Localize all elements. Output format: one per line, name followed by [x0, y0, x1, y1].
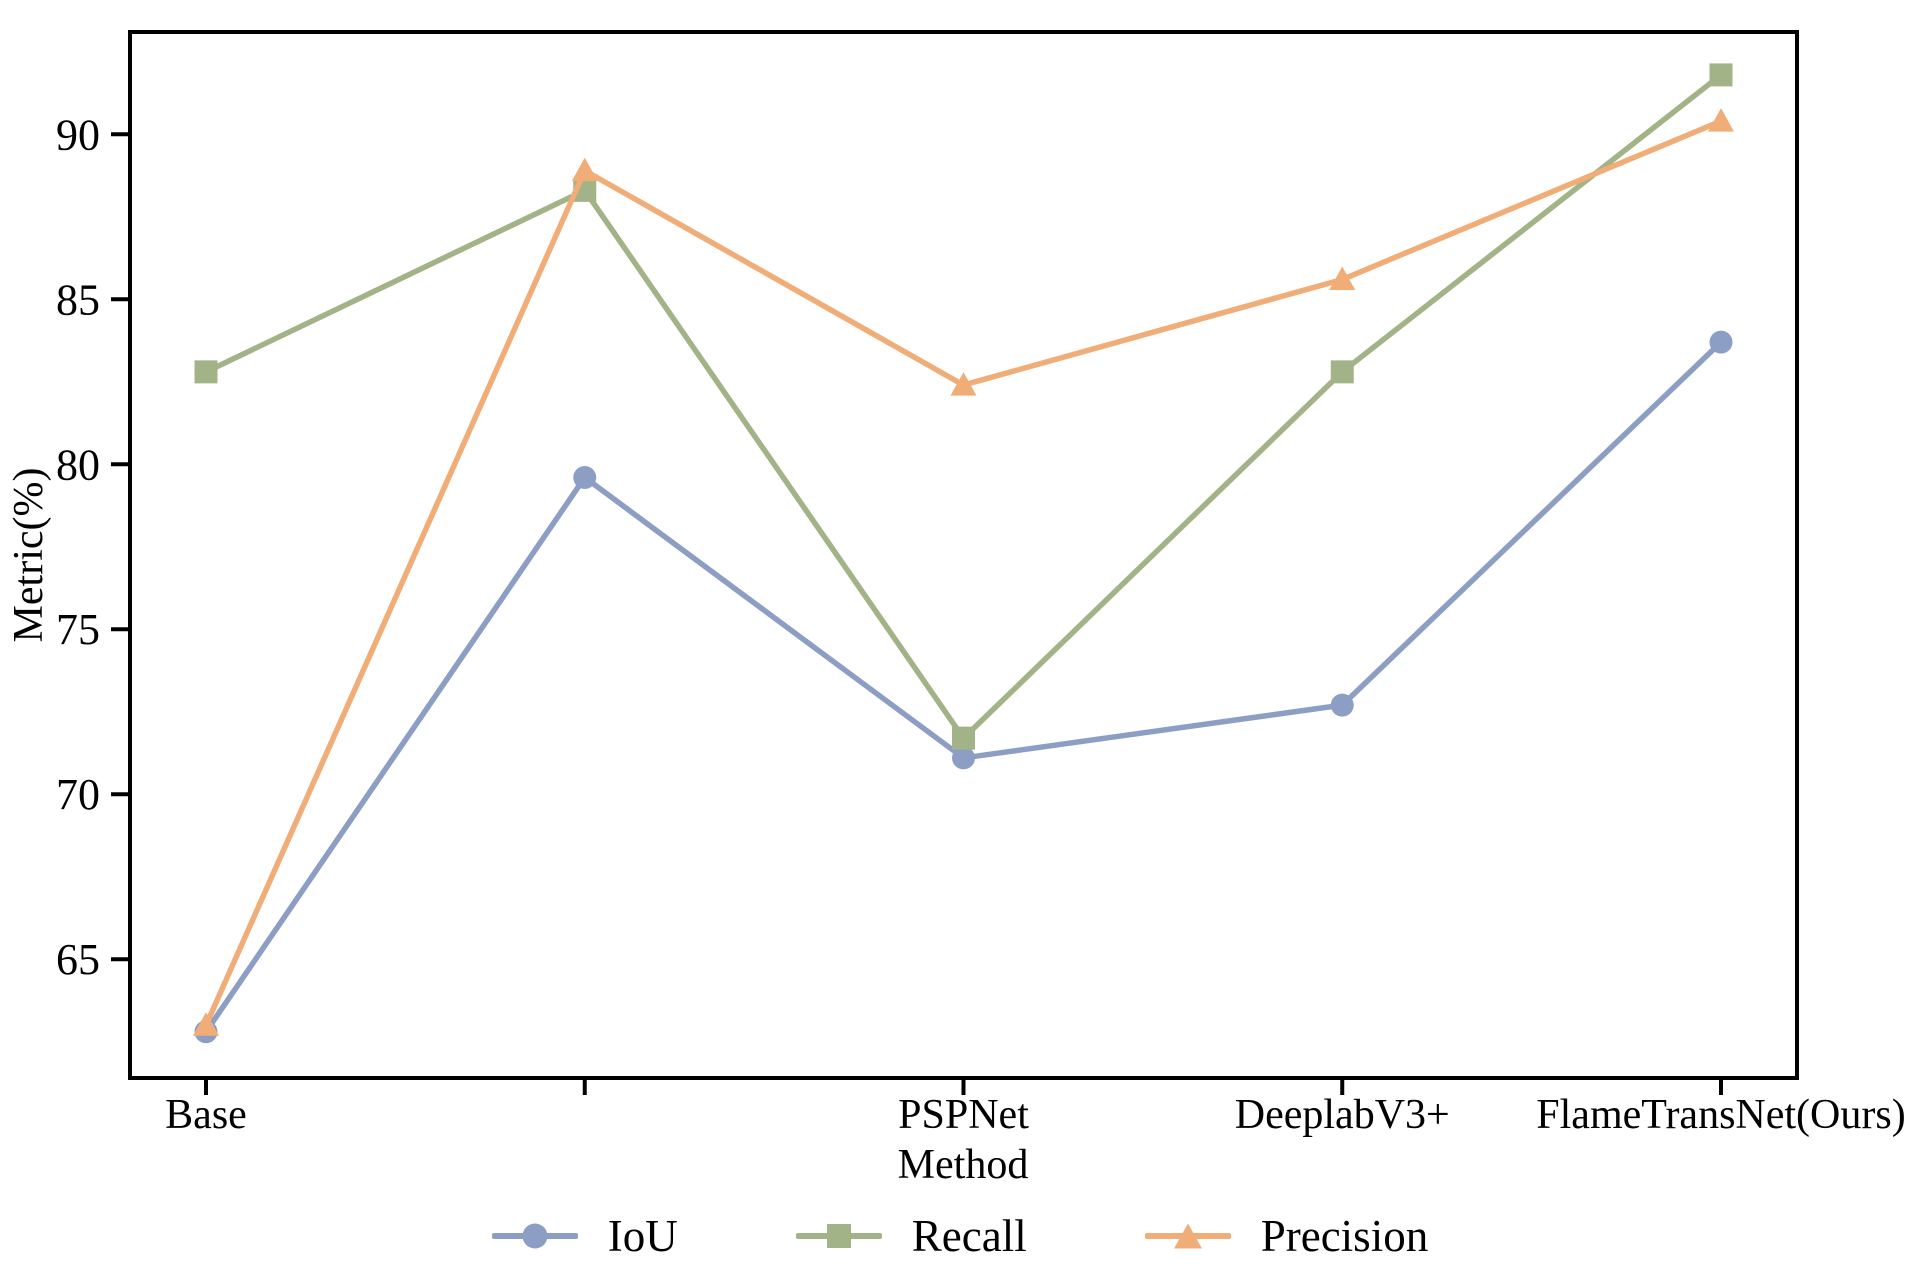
marker-square-recall [194, 360, 218, 384]
y-tick-label: 85 [56, 275, 100, 324]
plot-border [128, 30, 1799, 1080]
legend-shape-icon [1173, 1223, 1202, 1249]
x-tick-label: DeeplabV3+ [1235, 1092, 1450, 1138]
legend-label-recall: Recall [911, 1210, 1027, 1261]
y-tick-label: 65 [56, 935, 100, 984]
marker-triangle-precision [1329, 266, 1356, 290]
iou-circle-marker-icon [491, 1220, 578, 1252]
marker-circle-iou [1709, 330, 1733, 354]
marker-triangle-precision [571, 157, 598, 182]
marker-circle-iou [952, 746, 975, 770]
legend-item-recall: Recall [795, 1210, 1027, 1261]
marker-square-recall [1330, 360, 1354, 384]
x-tick-label: PSPNet [898, 1092, 1029, 1138]
series-line-precision [203, 118, 1724, 1028]
marker-square-recall [1709, 63, 1733, 87]
y-tick-label: 90 [56, 110, 100, 159]
series-line-iou [203, 339, 1724, 1035]
x-tick-label: FlameTransNet(Ours) [1536, 1092, 1905, 1138]
y-tick-label: 70 [56, 770, 100, 819]
legend-shape-icon [826, 1224, 851, 1248]
legend-item-precision: Precision [1144, 1210, 1429, 1261]
y-tick-label: 75 [56, 605, 100, 654]
legend-label-precision: Precision [1260, 1210, 1429, 1261]
marker-circle-iou [573, 465, 597, 489]
marker-triangle-precision [1708, 108, 1734, 132]
legend-shape-icon [522, 1223, 548, 1249]
series-line-recall [203, 72, 1724, 743]
x-tick-label: Base [165, 1092, 247, 1138]
marker-circle-iou [1330, 693, 1354, 717]
y-tick-label: 80 [56, 440, 100, 489]
legend-item-iou: IoU [491, 1210, 678, 1261]
precision-triangle-marker-icon [1144, 1220, 1231, 1252]
y-axis-label: Metric(%) [6, 468, 52, 643]
marker-triangle-precision [193, 1012, 219, 1036]
x-axis-title: Method [898, 1142, 1029, 1188]
marker-square-recall [952, 726, 975, 750]
legend-label-iou: IoU [607, 1210, 678, 1261]
chart-legend: IoU Recall Precision [0, 1200, 1920, 1272]
recall-square-marker-icon [795, 1220, 882, 1252]
marker-triangle-precision [950, 372, 977, 396]
